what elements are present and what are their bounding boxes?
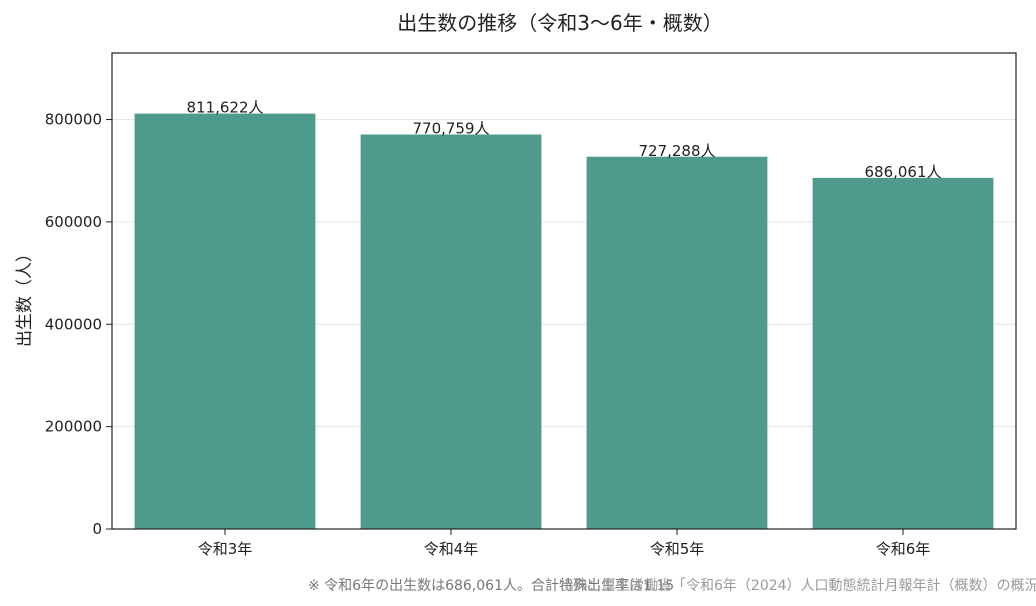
y-tick-label: 600000 — [45, 213, 102, 231]
bar-value-label: 727,288人 — [638, 142, 715, 160]
footnote-source: 出典：厚生労働省「令和6年（2024）人口動態統計月報年計（概数）の概況」 — [560, 578, 1036, 594]
data-labels: 811,622人 770,759人 727,288人 686,061人 — [186, 99, 941, 181]
plot-frame — [111, 52, 1017, 530]
x-tick-label: 令和6年 — [876, 540, 931, 558]
bar-value-label: 811,622人 — [186, 99, 263, 117]
bar — [812, 177, 994, 529]
x-tick-label: 令和4年 — [424, 540, 479, 558]
y-tick-label: 200000 — [45, 418, 102, 436]
chart-title: 出生数の推移（令和3〜6年・概数） — [397, 11, 722, 35]
bar-value-label: 770,759人 — [412, 120, 489, 138]
axes: 0 200000 400000 600000 800000 令和3年 令和4年 令和5年 令和6… — [45, 52, 1017, 558]
footnote-summary: ※ 令和6年の出生数は686,061人。合計特殊出生率は1.15 — [308, 578, 675, 594]
bar — [134, 113, 316, 529]
y-tick-label: 0 — [92, 520, 102, 538]
y-tick-label: 400000 — [45, 315, 102, 333]
bar — [586, 156, 768, 529]
bars — [134, 113, 994, 529]
bar — [360, 134, 542, 529]
x-tick-label: 令和5年 — [650, 540, 705, 558]
y-tick-label: 800000 — [45, 111, 102, 129]
x-tick-label: 令和3年 — [198, 540, 253, 558]
bar-value-label: 686,061人 — [864, 163, 941, 181]
y-axis-label: 出生数（人） — [15, 245, 35, 347]
